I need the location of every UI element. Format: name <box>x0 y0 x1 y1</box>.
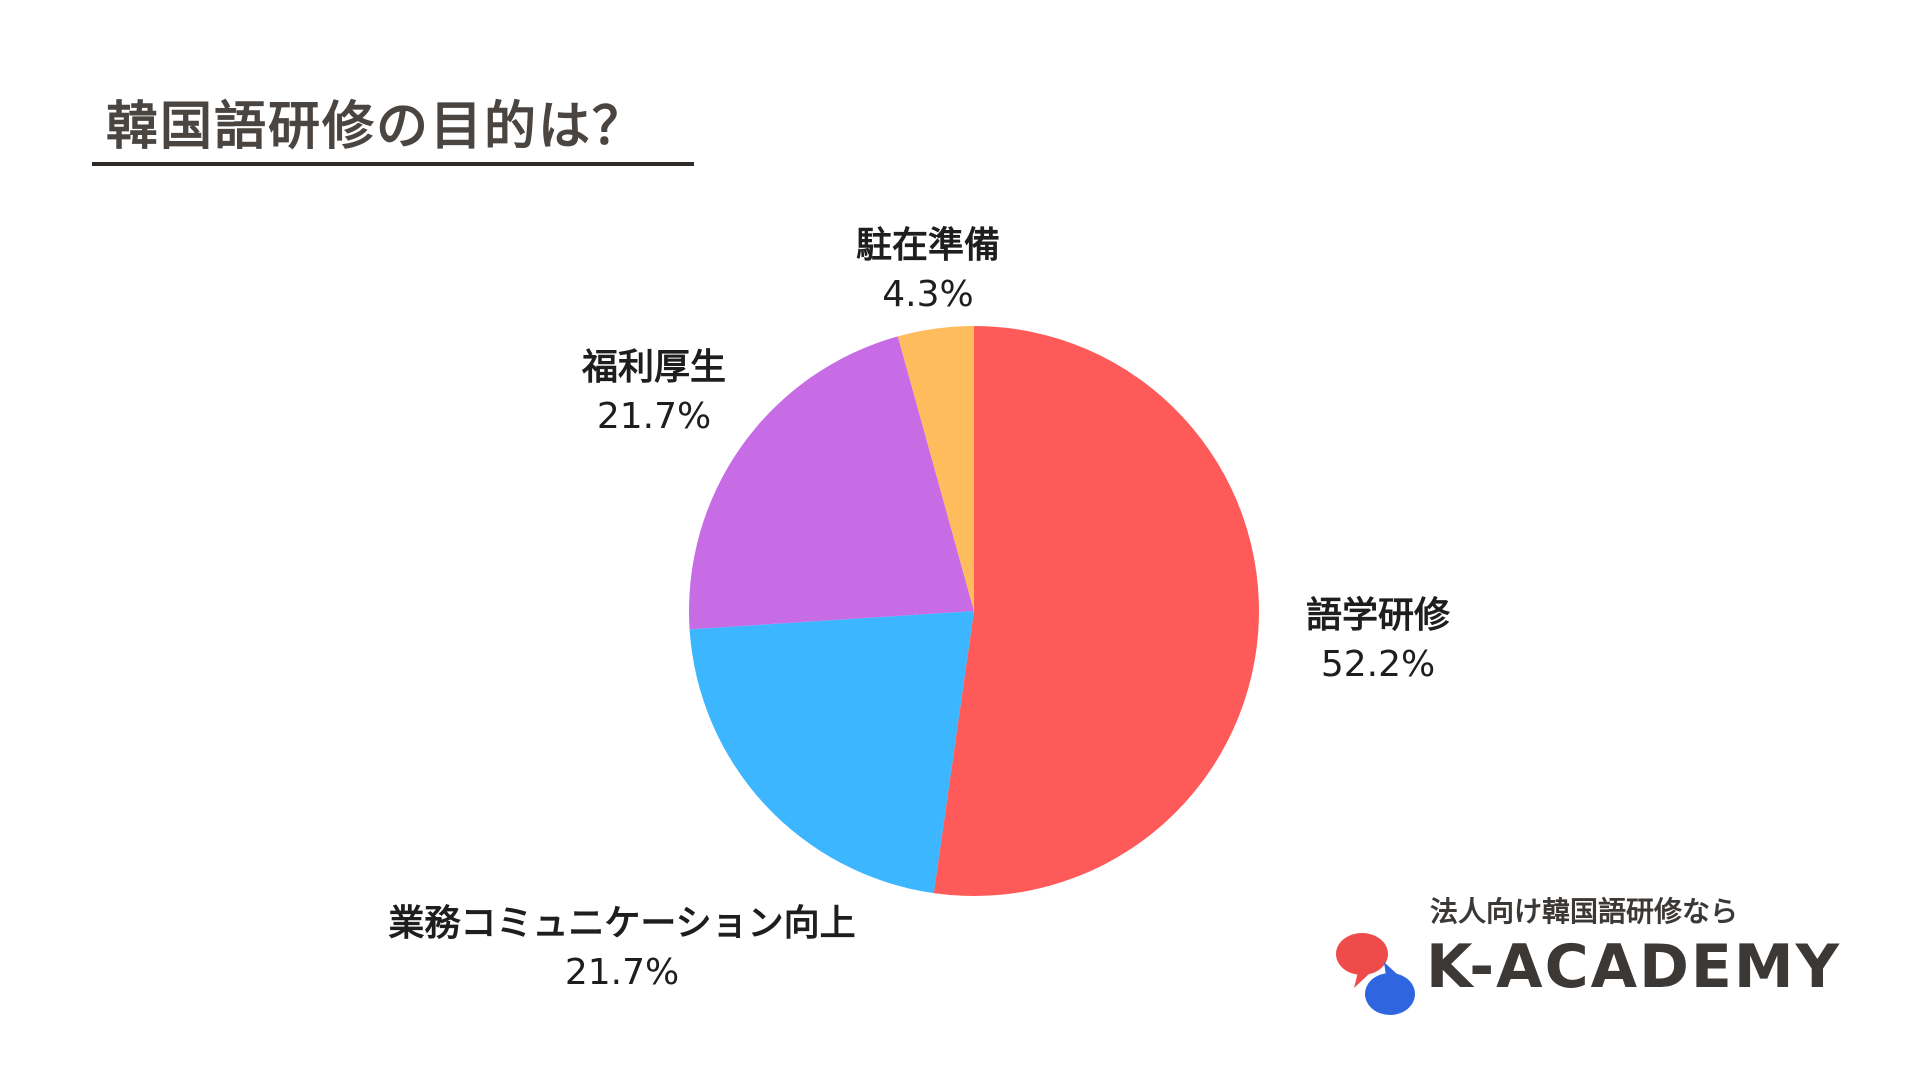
logo-wordmark: K-ACADEMY <box>1426 932 1842 1002</box>
label-gogaku-kenshu: 語学研修 52.2% <box>1278 592 1478 690</box>
slice-label-name: 業務コミュニケーション向上 <box>388 903 856 944</box>
page-title: 韓国語研修の目的は？ <box>106 97 647 157</box>
slice-label-value: 21.7% <box>564 952 680 993</box>
slice-label-name: 語学研修 <box>1305 595 1450 636</box>
slice-label-value: 4.3% <box>882 274 974 315</box>
speech-bubbles-icon <box>1336 933 1415 1015</box>
label-fukuri-kosei: 福利厚生 21.7% <box>554 344 754 442</box>
slice-label-name: 駐在準備 <box>855 225 1000 266</box>
slice-chuzai-junbi <box>897 326 974 611</box>
title-underline <box>92 162 694 166</box>
logo-tagline: 法人向け韓国語研修なら <box>1430 895 1739 928</box>
k-academy-logo: 法人向け韓国語研修なら K-ACADEMY <box>1330 890 1850 1040</box>
label-chuzai-junbi: 駐在準備 4.3% <box>828 222 1028 320</box>
slice-fukuri-kosei <box>689 336 974 630</box>
slice-label-value: 21.7% <box>596 396 712 437</box>
slice-label-value: 52.2% <box>1320 644 1436 685</box>
slice-gyomu-communication <box>689 611 974 894</box>
label-gyomu-communication: 業務コミュニケーション向上 21.7% <box>322 900 922 998</box>
slice-label-name: 福利厚生 <box>581 347 726 388</box>
slice-gogaku-kenshu <box>933 326 1259 896</box>
